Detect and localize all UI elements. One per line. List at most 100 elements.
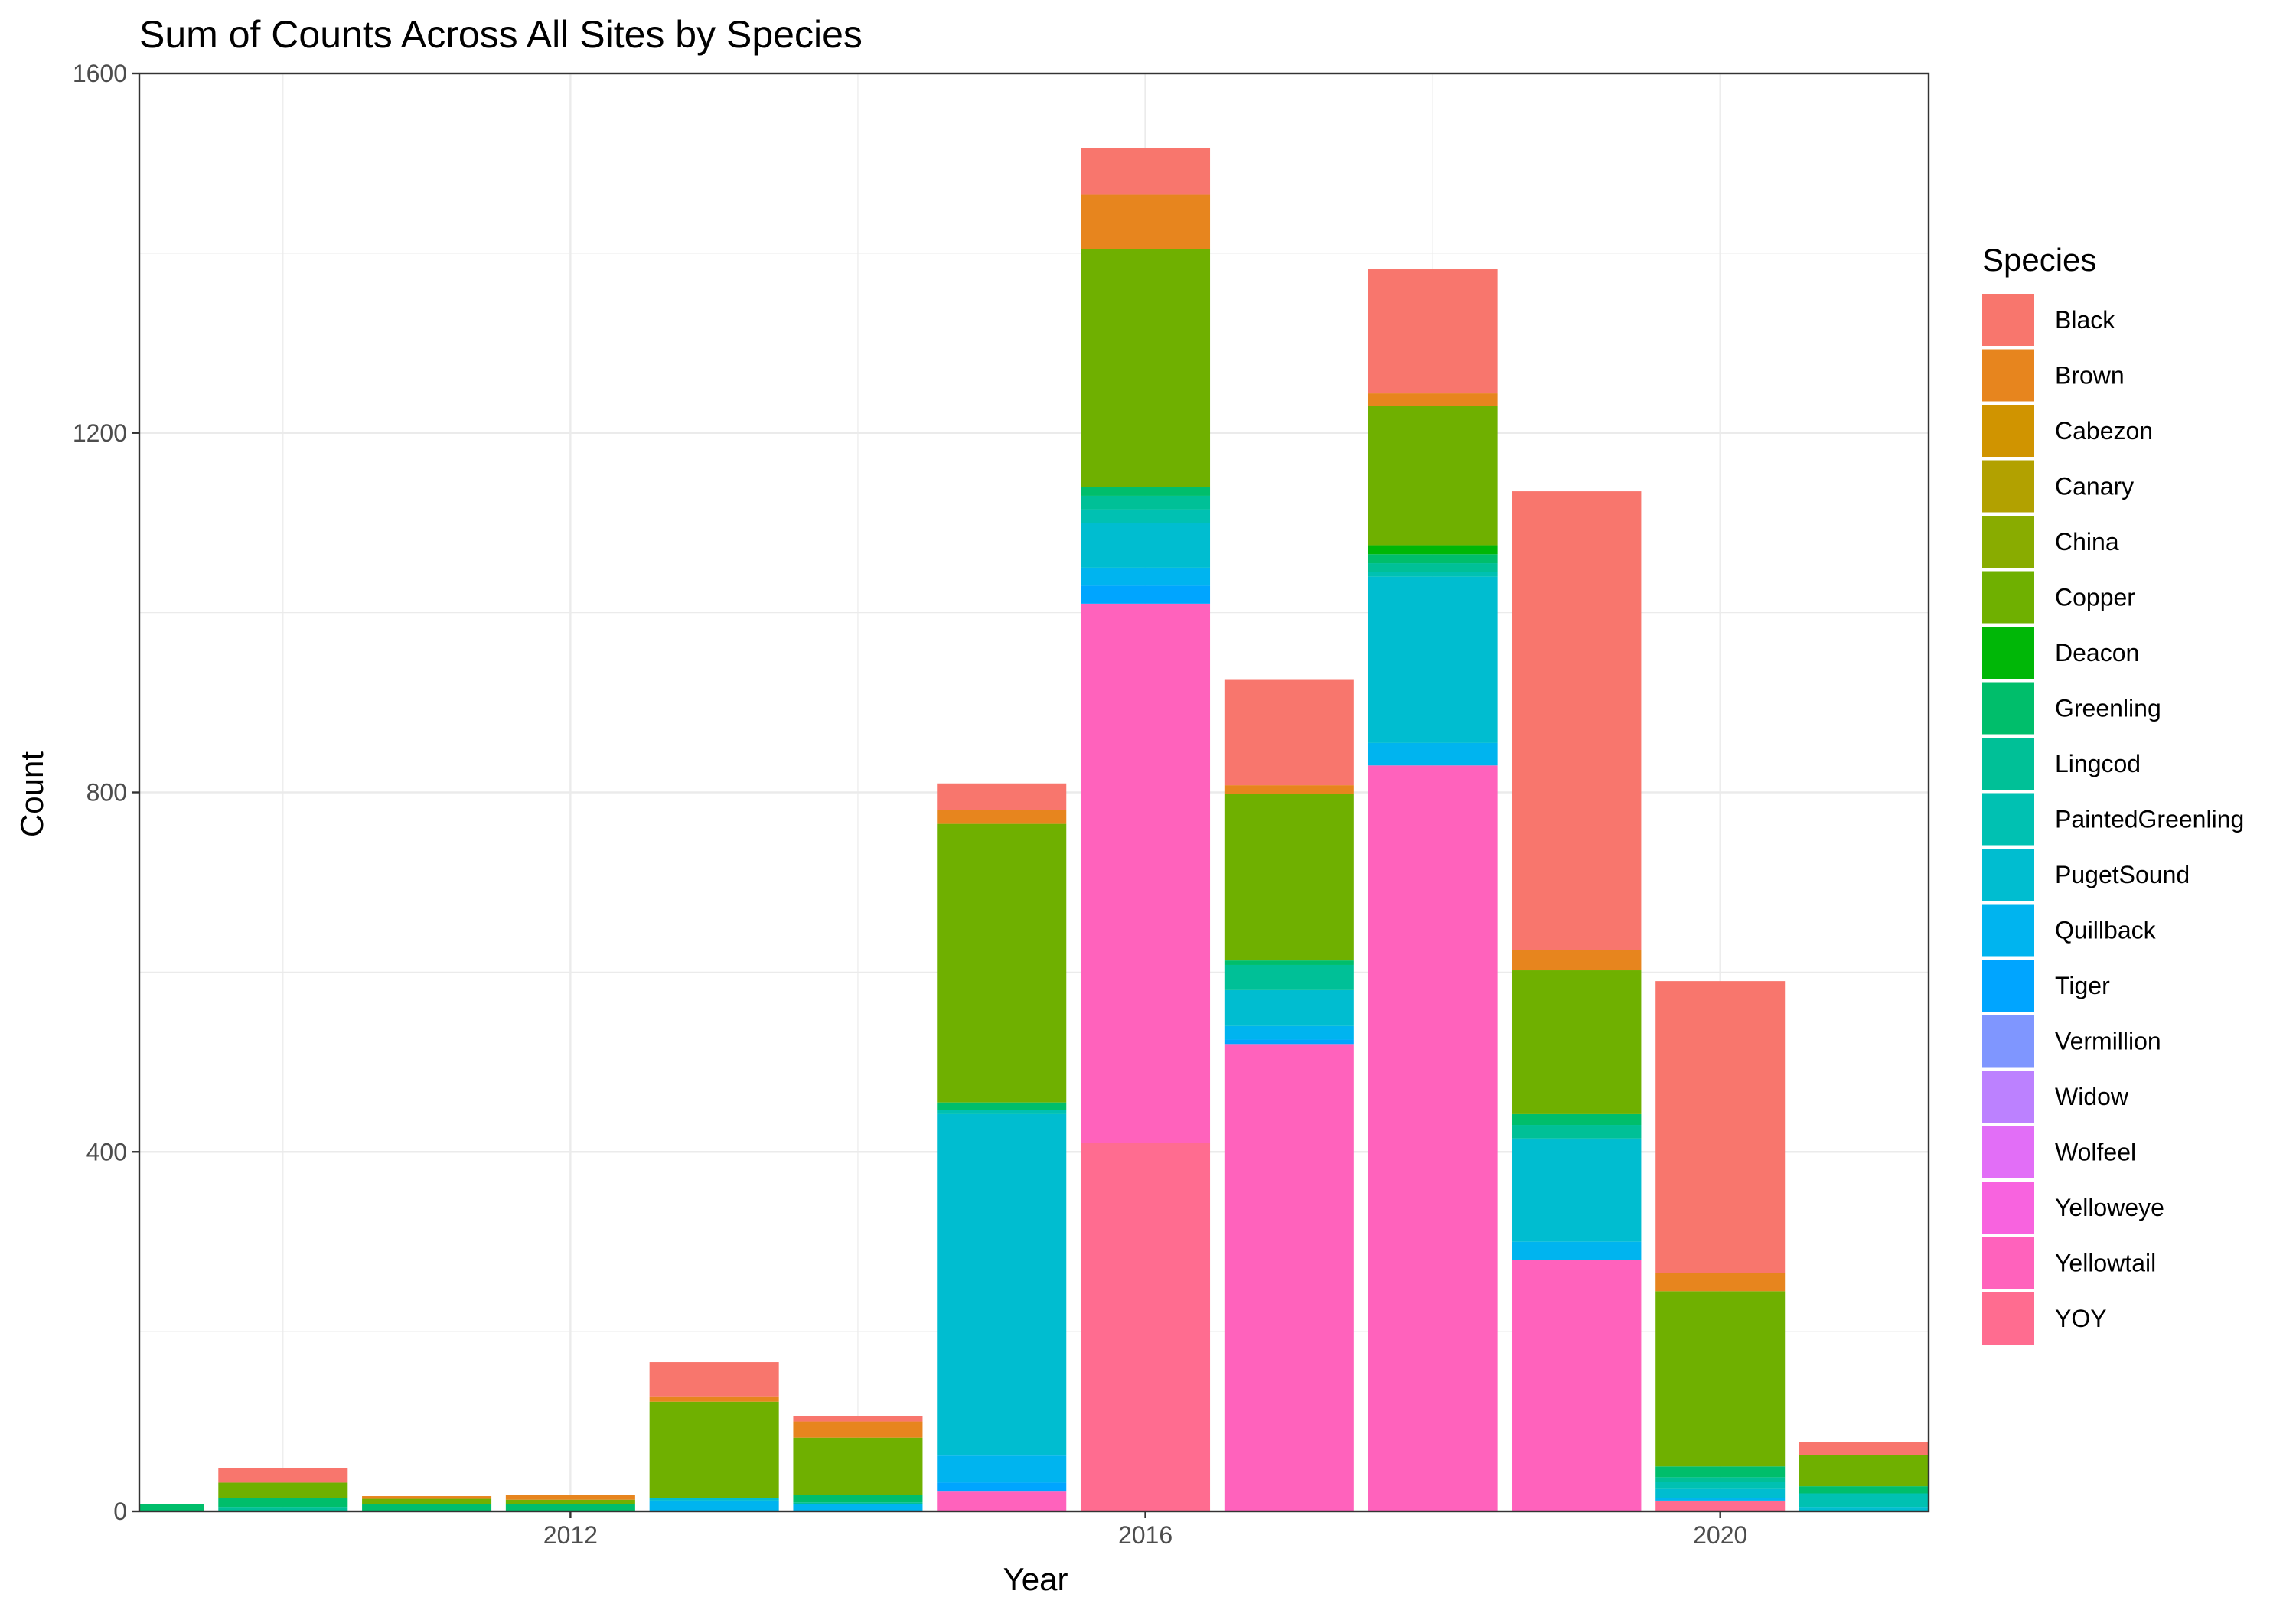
bar-segment [937,1482,1067,1492]
bar-segment [1799,1442,1929,1455]
bar-segment [1655,1488,1786,1498]
bar-segment [937,1102,1067,1110]
legend-key [1982,960,2034,1012]
bar-segment [505,1499,635,1504]
legend-label: Lingcod [2055,750,2141,777]
legend-label: Quillback [2055,917,2157,944]
bar-segment [362,1504,492,1511]
legend-label: PaintedGreenling [2055,806,2244,833]
legend-key [1982,516,2034,568]
y-tick-label: 400 [86,1138,127,1165]
x-axis-title: Year [1003,1561,1068,1597]
bar-segment [1224,1039,1354,1045]
legend-key [1982,294,2034,346]
bar-segment [793,1416,923,1422]
bar-segment [1081,487,1211,496]
bar-segment [1655,1273,1786,1292]
legend-label: Yelloweye [2055,1194,2164,1221]
legend-key [1982,627,2034,679]
bar-segment [362,1498,492,1504]
bar-segment [1224,960,1354,965]
legend-key [1982,738,2034,790]
bar-segment [1799,1507,1929,1511]
bar-segment [937,810,1067,824]
bar-segment [793,1421,923,1438]
legend-label: Cabezon [2055,417,2153,445]
bar-segment [937,1455,1067,1483]
legend-label: Brown [2055,362,2125,390]
y-tick-label: 800 [86,779,127,807]
legend-key [1982,1182,2034,1234]
bar-segment [793,1437,923,1495]
bar-segment [1368,765,1498,1511]
bar-segment [1081,603,1211,1143]
bar-segment [1368,393,1498,406]
bar-segment [1512,1125,1642,1139]
bar-segment [1081,509,1211,523]
bar-segment [1224,794,1354,961]
legend-key [1982,682,2034,735]
bar-segment [937,783,1067,810]
x-tick-label: 2012 [543,1521,598,1549]
bar-segment [1368,406,1498,546]
bar-segment [937,1113,1067,1456]
bar-segment [1512,1113,1642,1126]
bar-segment [139,1504,204,1511]
bar-segment [1799,1486,1929,1494]
bar-segment [1512,950,1642,971]
bar-segment [1368,554,1498,564]
bar-segment [1655,981,1786,1273]
legend-key [1982,1126,2034,1178]
bar-segment [1655,1498,1786,1501]
chart-title: Sum of Counts Across All Sites by Specie… [139,13,863,56]
bar-segment [1224,1044,1354,1511]
legend-label: Wolfeel [2055,1139,2136,1166]
bar-segment [218,1482,348,1498]
bar-segment [1368,742,1498,766]
bar-segment [649,1500,779,1511]
bar-segment [793,1502,923,1504]
bar-segment [1368,269,1498,394]
legend-title: Species [1982,242,2096,278]
y-axis-title: Count [14,751,50,837]
bar-segment [1081,1143,1211,1511]
bar-segment [1368,572,1498,577]
legend-key [1982,849,2034,901]
bar-segment [218,1498,348,1508]
legend-label: PugetSound [2055,861,2190,888]
legend-label: Vermillion [2055,1028,2161,1055]
bar-segment [649,1396,779,1402]
bar-segment [218,1507,348,1511]
legend-label: Black [2055,306,2115,334]
legend: Black Brown Cabezon Canary China Copper Deacon… [1982,294,2244,1345]
y-tick-label: 0 [113,1498,127,1525]
bar-segment [937,1110,1067,1114]
bar-segment [1512,1138,1642,1242]
bar-segment [1799,1493,1929,1508]
bar-segment [649,1498,779,1501]
bar-segment [937,823,1067,1103]
bar-segment [1224,989,1354,1026]
x-axis: 2012 2016 2020 [543,1511,1747,1549]
bar-segment [1081,567,1211,586]
legend-label: Tiger [2055,972,2110,999]
legend-label: Yellowtail [2055,1250,2156,1277]
bar-segment [362,1496,492,1499]
x-tick-label: 2020 [1693,1521,1747,1549]
bar-segment [649,1401,779,1498]
legend-label: Greenling [2055,695,2161,722]
bar-segment [1081,148,1211,195]
bars [139,148,1929,1511]
legend-label: Deacon [2055,639,2139,667]
bar-segment [1655,1291,1786,1467]
bar-segment [1655,1482,1786,1489]
x-tick-label: 2016 [1118,1521,1172,1549]
bar-segment [1081,523,1211,568]
bar-segment [1512,491,1642,950]
legend-key [1982,793,2034,846]
bar-segment [1512,970,1642,1114]
bar-segment [218,1468,348,1483]
y-axis: 0 400 800 1200 1600 [73,60,139,1525]
legend-key [1982,1292,2034,1345]
